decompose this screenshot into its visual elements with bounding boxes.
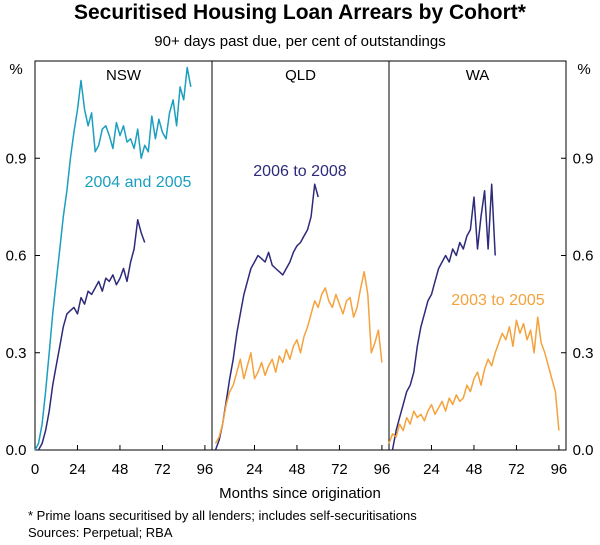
x-tick-label: 48	[289, 461, 306, 478]
panel-wa: 24 48 72 96 WA	[388, 60, 568, 478]
y-tick-right: 0.6	[573, 248, 594, 265]
y-tick-left: 0.0	[6, 442, 27, 459]
series-line	[214, 270, 383, 444]
panel-qld: 24 48 72 96 QLD	[211, 60, 391, 478]
series-label: 2006 to 2008	[253, 163, 347, 180]
y-tick-right: 0.3	[573, 345, 594, 362]
series-line	[34, 66, 192, 451]
footnote: * Prime loans securitised by all lenders…	[28, 508, 417, 523]
series-line	[391, 183, 496, 451]
series-label: 2004 and 2005	[85, 174, 192, 191]
x-tick-label: 72	[331, 461, 348, 478]
x-tick-label: 0	[31, 461, 39, 478]
y-unit-right: %	[577, 61, 590, 78]
series-line	[388, 316, 560, 444]
panel-title: NSW	[106, 67, 142, 84]
y-tick-left: 0.6	[6, 248, 27, 265]
x-tick-label: 72	[154, 461, 171, 478]
series-line	[214, 183, 319, 451]
y-tick-right: 0.9	[573, 150, 594, 167]
panel-nsw: 0 24 48 72 96 NSW	[31, 60, 214, 478]
x-tick-label: 24	[423, 461, 440, 478]
sources: Sources: Perpetual; RBA	[28, 525, 173, 540]
x-tick-label: 24	[246, 461, 263, 478]
x-tick-label: 48	[466, 461, 483, 478]
y-unit-left: %	[9, 61, 22, 78]
chart-subtitle: 90+ days past due, per cent of outstandi…	[154, 33, 446, 50]
x-tick-label: 96	[551, 461, 568, 478]
y-tick-right: 0.0	[573, 442, 594, 459]
x-tick-label: 48	[112, 461, 129, 478]
x-tick-label: 24	[69, 461, 86, 478]
series-line	[37, 219, 146, 451]
y-tick-left: 0.3	[6, 345, 27, 362]
panel-frame	[388, 60, 567, 451]
panel-title: WA	[466, 67, 490, 84]
chart-title: Securitised Housing Loan Arrears by Coho…	[74, 1, 526, 24]
series-label: 2003 to 2005	[451, 292, 545, 309]
y-tick-labels: 0.0 0.0 0.3 0.3 0.6 0.6 0.9 0.9	[6, 150, 594, 459]
panel-frame	[34, 60, 213, 451]
y-tick-left: 0.9	[6, 150, 27, 167]
panels: 0 24 48 72 96 NSW 24 48 72 96 QLD 24 48 72 96 WA 2004 an…	[31, 60, 568, 478]
x-tick-label: 96	[197, 461, 214, 478]
panel-title: QLD	[285, 67, 316, 84]
panel-frame	[211, 60, 390, 451]
x-tick-label: 72	[508, 461, 525, 478]
x-axis-label: Months since origination	[219, 485, 381, 502]
x-tick-label: 96	[374, 461, 391, 478]
